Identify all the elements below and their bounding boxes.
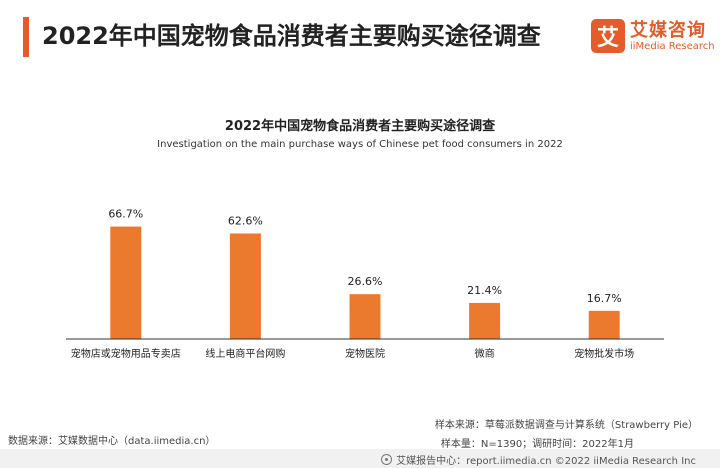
logo-text: 艾媒咨询 iiMedia Research xyxy=(630,20,715,53)
category-label-5: 宠物批发市场 xyxy=(574,347,634,360)
data-label-5: 16.7% xyxy=(587,292,622,305)
data-label-1: 66.7% xyxy=(108,208,143,221)
report-center-footer: 艾媒报告中心：report.iimedia.cn ©2022 iiMedia R… xyxy=(381,452,696,467)
category-label-4: 微商 xyxy=(475,347,495,360)
logo-mark-icon: 艾 xyxy=(591,19,625,53)
category-label-1: 宠物店或宠物用品专卖店 xyxy=(71,347,181,360)
sample-size: 样本量：N=1390；调研时间：2022年1月 xyxy=(440,439,634,450)
bar-2 xyxy=(229,233,261,339)
chart-subtitle: Investigation on the main purchase ways … xyxy=(157,139,563,150)
title-accent-bar xyxy=(23,17,29,57)
data-source: 数据来源：艾媒数据中心（data.iimedia.cn） xyxy=(8,436,216,447)
report-center-text: 艾媒报告中心：report.iimedia.cn ©2022 iiMedia R… xyxy=(396,456,696,467)
bar-1 xyxy=(110,226,142,339)
chart-title: 2022年中国宠物食品消费者主要购买途径调查 xyxy=(224,119,496,134)
bar-4 xyxy=(469,302,501,339)
logo: 艾 艾媒咨询 iiMedia Research xyxy=(591,16,715,56)
data-label-4: 21.4% xyxy=(467,284,502,297)
report-icon xyxy=(381,454,393,465)
bottom-bar xyxy=(0,449,720,468)
category-label-2: 线上电商平台网购 xyxy=(205,347,285,360)
category-label-3: 宠物医院 xyxy=(345,347,385,360)
data-label-2: 62.6% xyxy=(228,214,263,227)
logo-name-en: iiMedia Research xyxy=(630,40,715,52)
bar-3 xyxy=(349,294,381,339)
bar-5 xyxy=(588,310,620,339)
sample-source: 样本来源：草莓派数据调查与计算系统（Strawberry Pie） xyxy=(434,420,698,431)
data-label-3: 26.6% xyxy=(348,275,383,288)
page-title: 2022年中国宠物食品消费者主要购买途径调查 xyxy=(42,22,541,50)
logo-name-cn: 艾媒咨询 xyxy=(630,19,706,41)
